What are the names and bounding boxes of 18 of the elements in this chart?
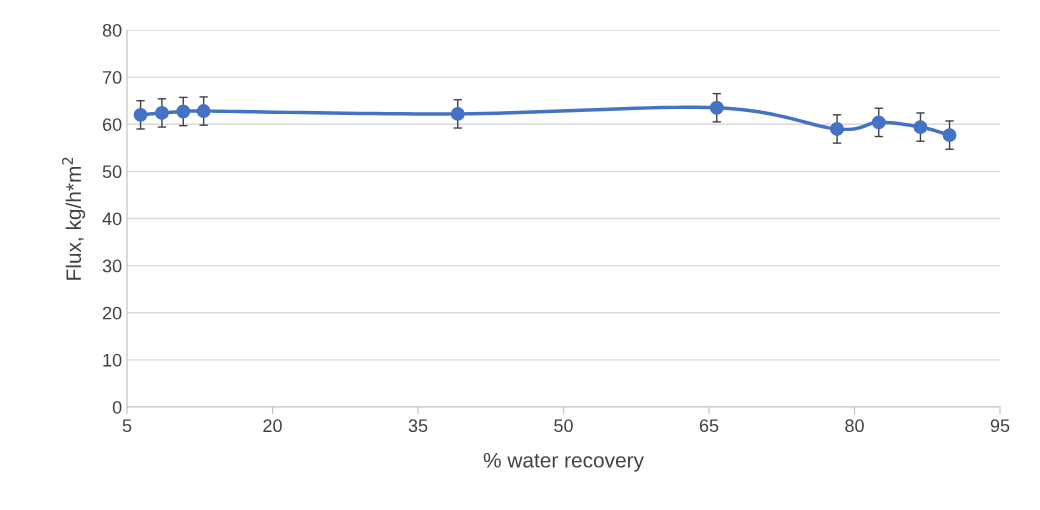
x-tick-label: 20	[263, 419, 282, 433]
y-tick-label: 20	[102, 306, 122, 320]
x-tick-label: 35	[408, 419, 428, 433]
x-axis-title: % water recovery	[483, 452, 644, 472]
y-tick-label: 10	[103, 353, 122, 367]
x-tick-label: 95	[990, 419, 1010, 433]
y-tick-label: 40	[102, 212, 122, 226]
y-tick-label: 70	[102, 71, 122, 84]
x-tick-label: 50	[554, 419, 573, 433]
y-tick-label: 80	[102, 23, 122, 37]
x-tick-label: 65	[699, 419, 719, 433]
y-tick-label: 50	[102, 165, 122, 179]
y-tick-label: 60	[102, 118, 122, 131]
y-tick-label: 30	[102, 259, 122, 273]
x-tick-label: 80	[845, 419, 864, 433]
x-tick-label: 5	[122, 419, 132, 433]
y-tick-label: 0	[112, 400, 122, 414]
y-axis-title: Flux, kg/h*m$^{2}$	[62, 157, 86, 280]
